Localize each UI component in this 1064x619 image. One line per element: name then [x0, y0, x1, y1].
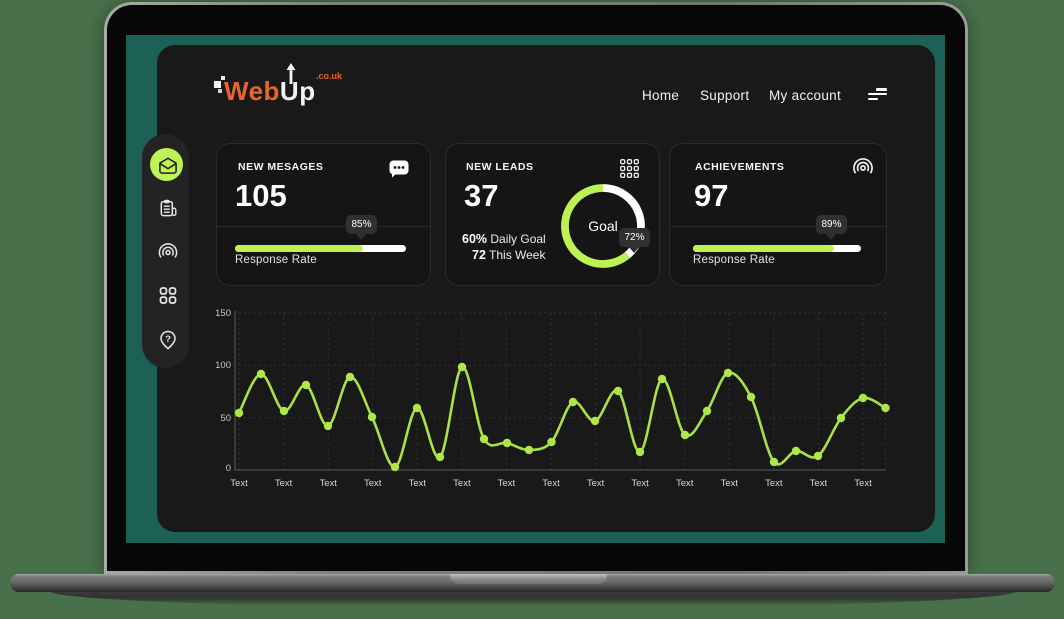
svg-text:50: 50 [220, 413, 231, 424]
svg-text:Text: Text [587, 478, 605, 489]
svg-text:Text: Text [498, 478, 516, 489]
svg-text:150: 150 [215, 308, 231, 319]
svg-text:Text: Text [275, 478, 293, 489]
svg-text:Text: Text [409, 478, 427, 489]
svg-text:Text: Text [230, 478, 248, 489]
svg-text:Text: Text [676, 478, 694, 489]
svg-text:Text: Text [721, 478, 739, 489]
svg-text:Text: Text [810, 478, 828, 489]
svg-text:Text: Text [542, 478, 560, 489]
svg-text:0: 0 [226, 463, 231, 474]
svg-text:100: 100 [215, 360, 231, 371]
svg-text:Text: Text [765, 478, 783, 489]
svg-text:Text: Text [364, 478, 382, 489]
svg-text:Text: Text [631, 478, 649, 489]
svg-text:?: ? [165, 334, 171, 345]
svg-text:Text: Text [453, 478, 471, 489]
svg-text:Text: Text [854, 478, 872, 489]
svg-text:Goal: Goal [588, 218, 618, 234]
svg-text:Text: Text [319, 478, 337, 489]
